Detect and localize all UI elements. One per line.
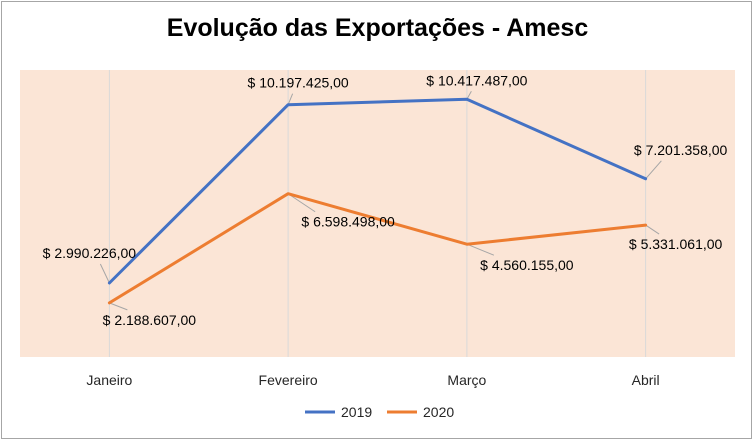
data-label: $ 5.331.061,00 [629, 236, 723, 252]
data-label: $ 2.188.607,00 [103, 312, 197, 328]
x-tick-label: Março [447, 372, 486, 388]
x-tick-label: Fevereiro [259, 372, 318, 388]
data-label: $ 10.417.487,00 [426, 72, 527, 88]
data-label: $ 6.598.498,00 [301, 214, 395, 230]
data-label: $ 4.560.155,00 [480, 257, 574, 273]
legend-label-2020: 2020 [423, 404, 454, 420]
x-tick-label: Janeiro [86, 372, 132, 388]
data-label: $ 10.197.425,00 [248, 75, 349, 91]
data-label-leader [466, 91, 472, 100]
data-label-leader [99, 263, 110, 284]
legend-label-2019: 2019 [341, 404, 372, 420]
series-line-2020 [107, 192, 648, 305]
chart-title: Evolução das Exportações - Amesc [166, 14, 589, 42]
data-label: $ 7.201.358,00 [634, 142, 728, 158]
data-label-leader [466, 243, 495, 256]
data-label-leader [287, 93, 294, 105]
plot-area [20, 70, 735, 357]
data-label-leader [645, 224, 660, 235]
data-label-leader [645, 160, 662, 180]
series-line-2019 [107, 97, 648, 285]
x-tick-label: Abril [632, 372, 660, 388]
data-label: $ 2.990.226,00 [43, 245, 137, 261]
data-label-leader [109, 302, 128, 311]
data-label-leader [287, 193, 316, 213]
